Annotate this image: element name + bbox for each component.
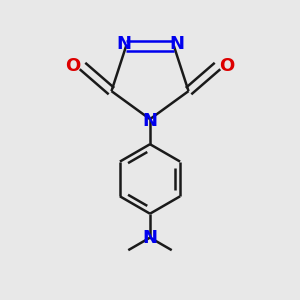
Text: N: N — [169, 35, 184, 53]
Text: N: N — [142, 229, 158, 247]
Text: N: N — [142, 112, 158, 130]
Text: O: O — [220, 57, 235, 75]
Text: N: N — [116, 35, 131, 53]
Text: O: O — [65, 57, 80, 75]
